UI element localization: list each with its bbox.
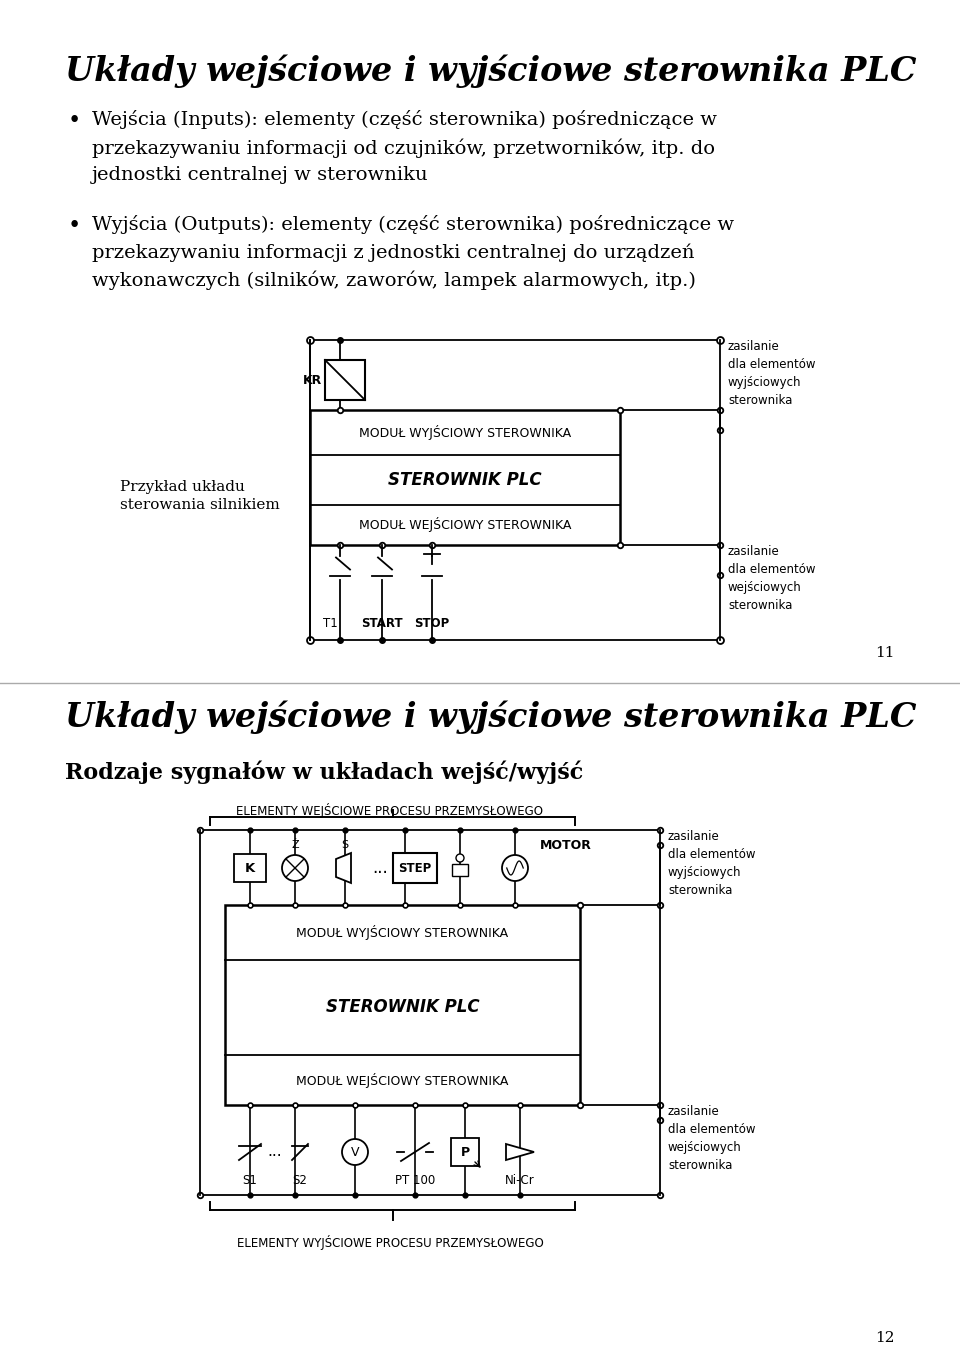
Polygon shape: [506, 1144, 534, 1161]
Text: •: •: [68, 215, 82, 236]
Text: Ż: Ż: [291, 839, 299, 850]
Text: Układy wejściowe i wyjściowe sterownika PLC: Układy wejściowe i wyjściowe sterownika …: [65, 700, 917, 734]
Circle shape: [282, 854, 308, 880]
Text: Wyjścia (Outputs): elementy (część sterownika) pośredniczące w: Wyjścia (Outputs): elementy (część stero…: [92, 215, 734, 234]
Text: Ni-Cr: Ni-Cr: [505, 1174, 535, 1187]
Text: MODUŁ WEJŚCIOWY STEROWNIKA: MODUŁ WEJŚCIOWY STEROWNIKA: [359, 518, 571, 533]
Text: przekazywaniu informacji od czujników, przetworników, itp. do: przekazywaniu informacji od czujników, p…: [92, 138, 715, 157]
Circle shape: [342, 1139, 368, 1165]
Text: S2: S2: [293, 1174, 307, 1187]
Text: zasilanie
dla elementów
wyjściowych
sterownika: zasilanie dla elementów wyjściowych ster…: [668, 830, 756, 897]
Text: K: K: [245, 861, 255, 875]
Text: wykonawczych (silników, zaworów, lampek alarmowych, itp.): wykonawczych (silników, zaworów, lampek …: [92, 271, 696, 291]
Bar: [451, 1137, 479, 1166]
Text: STOP: STOP: [415, 617, 449, 630]
Text: STEROWNIK PLC: STEROWNIK PLC: [325, 998, 479, 1017]
Text: STEROWNIK PLC: STEROWNIK PLC: [388, 472, 541, 489]
Text: S1: S1: [243, 1174, 257, 1187]
Text: Wejścia (Inputs): elementy (część sterownika) pośredniczące w: Wejścia (Inputs): elementy (część sterow…: [92, 109, 717, 128]
Text: MODUŁ WEJŚCIOWY STEROWNIKA: MODUŁ WEJŚCIOWY STEROWNIKA: [297, 1073, 509, 1088]
Bar: [393, 853, 437, 883]
Text: zasilanie
dla elementów
wyjściowych
sterownika: zasilanie dla elementów wyjściowych ster…: [728, 340, 815, 407]
Text: zasilanie
dla elementów
wejściowych
sterownika: zasilanie dla elementów wejściowych ster…: [728, 545, 815, 612]
Text: przekazywaniu informacji z jednostki centralnej do urządzeń: przekazywaniu informacji z jednostki cen…: [92, 243, 694, 261]
Text: 12: 12: [876, 1331, 895, 1345]
Text: •: •: [68, 109, 82, 133]
Text: jednostki centralnej w sterowniku: jednostki centralnej w sterowniku: [92, 165, 428, 185]
Text: Rodzaje sygnałów w układach wejść/wyjść: Rodzaje sygnałów w układach wejść/wyjść: [65, 760, 584, 783]
Polygon shape: [336, 853, 351, 883]
Text: V: V: [350, 1146, 359, 1158]
Text: Układy wejściowe i wyjściowe sterownika PLC: Układy wejściowe i wyjściowe sterownika …: [65, 55, 917, 89]
Text: MODUŁ WYJŚCIOWY STEROWNIKA: MODUŁ WYJŚCIOWY STEROWNIKA: [297, 925, 509, 940]
Text: KR: KR: [302, 373, 322, 387]
Circle shape: [502, 854, 528, 880]
Text: S: S: [342, 839, 348, 850]
Text: STEP: STEP: [398, 861, 432, 875]
Bar: [234, 854, 266, 882]
Bar: [310, 410, 620, 545]
Text: PT 100: PT 100: [395, 1174, 435, 1187]
Text: ...: ...: [372, 858, 388, 878]
Bar: [225, 905, 580, 1105]
Text: MODUŁ WYJŚCIOWY STEROWNIKA: MODUŁ WYJŚCIOWY STEROWNIKA: [359, 425, 571, 440]
Text: MOTOR: MOTOR: [540, 839, 592, 852]
Text: START: START: [361, 617, 403, 630]
Text: P: P: [461, 1146, 469, 1158]
Text: zasilanie
dla elementów
wejściowych
sterownika: zasilanie dla elementów wejściowych ster…: [668, 1105, 756, 1172]
Text: 11: 11: [876, 647, 895, 660]
Text: ELEMENTY WEJŚCIOWE PROCESU PRZEMYSŁOWEGO: ELEMENTY WEJŚCIOWE PROCESU PRZEMYSŁOWEGO: [236, 802, 543, 817]
Circle shape: [456, 854, 464, 863]
Text: Przykład układu: Przykład układu: [120, 480, 245, 493]
Bar: [452, 864, 468, 876]
Text: T1: T1: [324, 617, 338, 630]
Text: ELEMENTY WYJŚCIOWE PROCESU PRZEMYSŁOWEGO: ELEMENTY WYJŚCIOWE PROCESU PRZEMYSŁOWEGO: [236, 1234, 543, 1249]
Text: ...: ...: [268, 1144, 282, 1159]
Text: sterowania silnikiem: sterowania silnikiem: [120, 498, 279, 513]
Bar: [325, 360, 365, 401]
